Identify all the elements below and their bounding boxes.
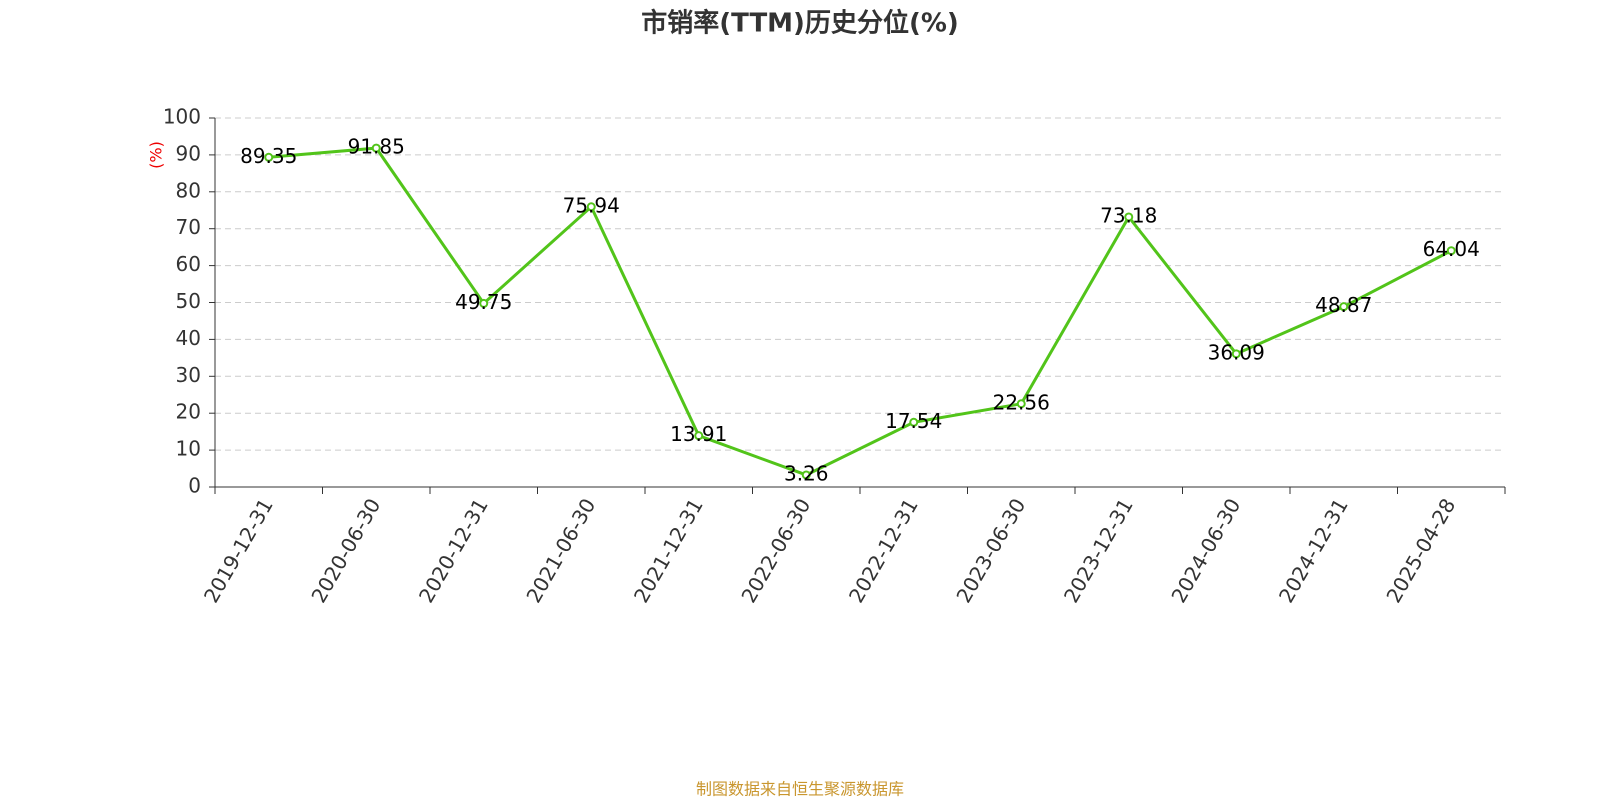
y-tick-label: 50: [176, 289, 201, 313]
data-point: [371, 143, 381, 153]
x-tick-label: 2022-12-31: [844, 494, 923, 607]
data-label: 64.04: [1423, 237, 1480, 261]
data-label: 75.94: [563, 193, 620, 217]
data-label: 22.56: [993, 390, 1050, 414]
data-point: [801, 470, 811, 480]
data-point: [694, 431, 704, 441]
x-tick-label: 2021-06-30: [521, 494, 600, 607]
y-tick-label: 10: [176, 437, 201, 461]
data-point: [479, 298, 489, 308]
y-tick-label: 20: [176, 400, 201, 424]
y-tick-label: 80: [176, 178, 201, 202]
data-label: 48.87: [1315, 293, 1372, 317]
data-label: 49.75: [455, 290, 512, 314]
y-tick-label: 40: [176, 326, 201, 350]
data-point: [1339, 302, 1349, 312]
data-label: 73.18: [1100, 203, 1157, 227]
data-label: 36.09: [1208, 340, 1265, 364]
data-point: [1231, 349, 1241, 359]
data-label: 13.91: [670, 422, 727, 446]
y-tick-label: 0: [188, 474, 201, 498]
x-tick-label: 2020-12-31: [414, 494, 493, 607]
data-point: [586, 202, 596, 212]
x-tick-label: 2024-12-31: [1274, 494, 1353, 607]
data-label: 91.85: [348, 135, 405, 159]
source-note: 制图数据来自恒生聚源数据库: [696, 780, 904, 799]
data-label: 3.26: [784, 461, 829, 485]
y-tick-label: 70: [176, 215, 201, 239]
series-line: [268, 146, 1452, 477]
x-tick-label: 2020-06-30: [306, 494, 385, 607]
data-label: 89.35: [240, 144, 297, 168]
x-tick-label: 2023-12-31: [1059, 494, 1138, 607]
x-tick-label: 2021-12-31: [629, 494, 708, 607]
data-point: [1016, 399, 1026, 409]
data-point: [264, 152, 274, 162]
y-tick-label: 100: [163, 105, 201, 129]
x-tick-label: 2024-06-30: [1166, 494, 1245, 607]
x-tick-label: 2022-06-30: [736, 494, 815, 607]
x-tick-label: 2019-12-31: [199, 494, 278, 607]
x-tick-label: 2025-04-28: [1381, 494, 1460, 607]
y-tick-label: 60: [176, 252, 201, 276]
data-point: [1446, 246, 1456, 256]
y-tick-label: 30: [176, 363, 201, 387]
y-axis-label: (%): [147, 141, 166, 169]
x-tick-label: 2023-06-30: [951, 494, 1030, 607]
y-tick-label: 90: [176, 141, 201, 165]
data-label: 17.54: [885, 409, 942, 433]
data-point: [1124, 212, 1134, 222]
chart-title: 市销率(TTM)历史分位(%): [641, 8, 959, 39]
data-point: [909, 417, 919, 427]
